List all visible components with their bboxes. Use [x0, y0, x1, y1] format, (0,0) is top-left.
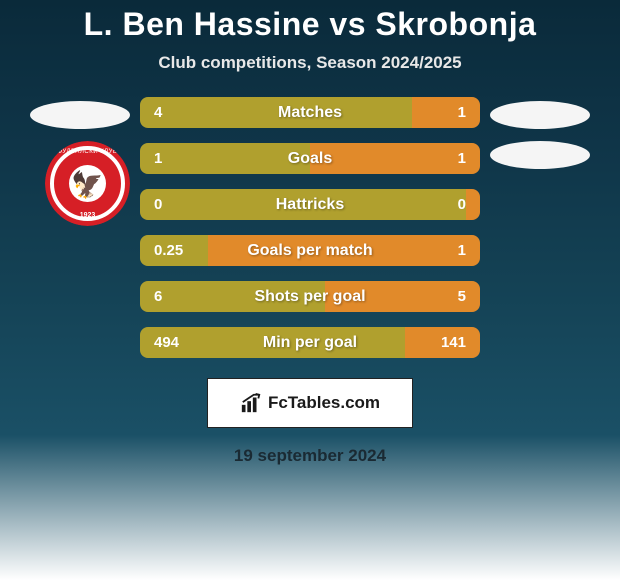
badge-year: 1923 [45, 212, 130, 219]
stat-right-value: 5 [458, 288, 466, 305]
left-player-photo-placeholder [30, 101, 130, 129]
stat-right-segment: 1 [208, 235, 480, 266]
subtitle: Club competitions, Season 2024/2025 [158, 53, 461, 73]
fctables-text: FcTables.com [268, 393, 380, 413]
stat-left-segment: 4 [140, 97, 412, 128]
stat-row: 11Goals [140, 143, 480, 174]
eagle-icon: 🦅 [71, 171, 103, 197]
stat-right-value: 1 [458, 104, 466, 121]
page-title: L. Ben Hassine vs Skrobonja [84, 6, 537, 43]
stat-row: 41Matches [140, 97, 480, 128]
stat-left-segment: 0.25 [140, 235, 208, 266]
fctables-logo-icon [240, 392, 262, 414]
stat-row: 65Shots per goal [140, 281, 480, 312]
date-text: 19 september 2024 [234, 446, 386, 466]
stat-right-value: 0 [458, 196, 466, 213]
stat-left-value: 6 [154, 288, 162, 305]
stat-row: 00Hattricks [140, 189, 480, 220]
stat-right-segment: 1 [310, 143, 480, 174]
stat-right-segment: 0 [466, 189, 480, 220]
comparison-area: ФУДБАЛСКИ КЛУБ 🦅 1923 41Matches11Goals00… [0, 97, 620, 358]
stat-left-value: 1 [154, 150, 162, 167]
stat-right-segment: 141 [405, 327, 480, 358]
stat-left-segment: 1 [140, 143, 310, 174]
stat-row: 0.251Goals per match [140, 235, 480, 266]
right-club-badge-placeholder [490, 141, 590, 169]
stat-right-value: 1 [458, 150, 466, 167]
stat-right-value: 1 [458, 242, 466, 259]
badge-top-text: ФУДБАЛСКИ КЛУБ [45, 149, 130, 155]
stat-left-value: 494 [154, 334, 179, 351]
left-club-badge: ФУДБАЛСКИ КЛУБ 🦅 1923 [45, 141, 130, 226]
stat-bars: 41Matches11Goals00Hattricks0.251Goals pe… [140, 97, 480, 358]
stat-right-segment: 1 [412, 97, 480, 128]
right-player-column [480, 97, 600, 181]
right-player-photo-placeholder [490, 101, 590, 129]
stat-left-segment: 6 [140, 281, 325, 312]
stat-row: 494141Min per goal [140, 327, 480, 358]
stat-left-segment: 0 [140, 189, 466, 220]
fctables-attribution: FcTables.com [207, 378, 413, 428]
stat-right-segment: 5 [325, 281, 480, 312]
stat-left-value: 0.25 [154, 242, 183, 259]
stat-left-segment: 494 [140, 327, 405, 358]
stat-right-value: 141 [441, 334, 466, 351]
stat-left-value: 4 [154, 104, 162, 121]
stat-left-value: 0 [154, 196, 162, 213]
left-player-column: ФУДБАЛСКИ КЛУБ 🦅 1923 [20, 97, 140, 226]
